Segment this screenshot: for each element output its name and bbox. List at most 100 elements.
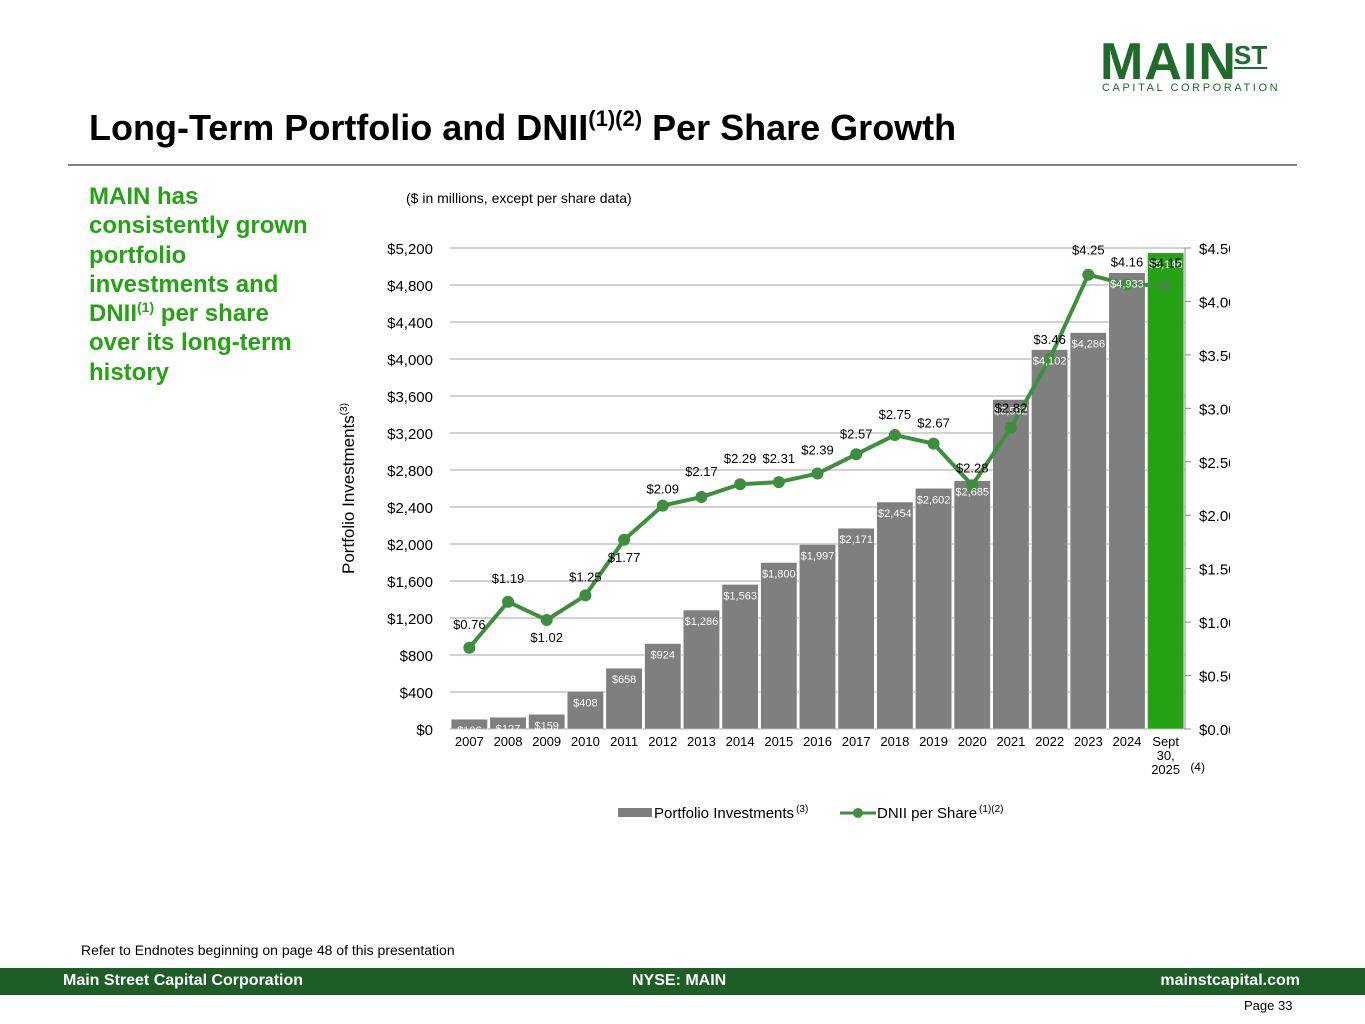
legend-label-dnii-per-share-text: DNII per Share [877, 805, 977, 822]
dnii-value-label: $1.25 [569, 569, 602, 584]
bar-2010 [566, 691, 604, 730]
y-left-tick-label: $0 [416, 722, 433, 739]
y-left-tick-label: $1,600 [387, 574, 433, 591]
dnii-point [1159, 279, 1172, 292]
y-left-tick-label: $4,800 [387, 278, 433, 295]
bar-value-label: $1,997 [801, 550, 835, 562]
legend-label-dnii-per-share-sup: (1)(2) [979, 804, 1003, 815]
footer-company: Main Street Capital Corporation [63, 972, 304, 989]
bar-2020 [953, 480, 991, 730]
x-tick-label: 2008 [494, 734, 523, 749]
dnii-value-label: $1.77 [608, 550, 641, 565]
y-right-tick-label: $0.00 [1199, 722, 1230, 739]
bar-2021 [992, 399, 1030, 730]
bar-value-label: $4,102 [1033, 356, 1067, 368]
title-divider [68, 164, 1297, 166]
x-tick-label: Sept [1152, 734, 1179, 749]
y-right-tick-label: $4.00 [1199, 294, 1230, 311]
footer-bar: Main Street Capital Corporation NYSE: MA… [0, 968, 1365, 995]
dnii-value-label: $1.02 [530, 630, 563, 645]
x-tick-label: 30, [1157, 748, 1175, 763]
x-tick-label: 2017 [842, 734, 871, 749]
slide-title-footnote-ref: (1)(2) [588, 106, 643, 131]
dnii-point [540, 613, 553, 626]
y-left-tick-label: $3,600 [387, 389, 433, 406]
chart-legend: Portfolio Investments (3) DNII per Share (1… [618, 804, 1004, 822]
x-tick-label: 2009 [532, 734, 561, 749]
dnii-point [850, 448, 863, 461]
dnii-value-label: $2.67 [917, 416, 950, 431]
bar-2024 [1108, 272, 1146, 730]
bar-value-label: $408 [573, 697, 597, 709]
dnii-point [772, 476, 785, 489]
dnii-point [579, 589, 592, 602]
dnii-point [656, 499, 669, 512]
bar-value-label: $2,685 [955, 487, 989, 499]
y-right-tick-label: $0.50 [1199, 669, 1230, 686]
bar-2011 [605, 667, 643, 730]
dnii-value-label: $2.17 [685, 464, 718, 479]
dnii-point [502, 595, 515, 608]
x-tick-label: 2022 [1035, 734, 1064, 749]
x-tick-label: 2015 [764, 734, 793, 749]
dnii-point [695, 491, 708, 504]
bar-value-label: $2,602 [917, 494, 951, 506]
bar-value-label: $2,171 [839, 534, 873, 546]
y-right-tick-label: $2.00 [1199, 508, 1230, 525]
bar-2007 [450, 718, 488, 730]
bar-value-label: $4,286 [1071, 339, 1105, 351]
x-tick-footnote-ref: (4) [1190, 760, 1205, 774]
dnii-value-label: $4.16 [1111, 254, 1144, 269]
y-right-tick-label: $1.50 [1199, 562, 1230, 579]
dnii-value-label: $2.57 [840, 426, 873, 441]
x-tick-label: 2013 [687, 734, 716, 749]
x-tick-label: 2024 [1113, 734, 1142, 749]
bar-2009 [528, 714, 566, 730]
bar-value-label: $4,933 [1110, 279, 1144, 291]
bar-value-label: $1,563 [723, 590, 757, 602]
y-right-tick-label: $3.00 [1199, 401, 1230, 418]
dnii-point [1004, 421, 1017, 434]
x-tick-label: 2012 [648, 734, 677, 749]
y-left-tick-label: $2,400 [387, 500, 433, 517]
bar-2018 [876, 501, 914, 730]
x-tick-label: 2018 [880, 734, 909, 749]
dnii-point [888, 429, 901, 442]
dnii-value-label: $2.29 [724, 451, 757, 466]
endnote-reference: Refer to Endnotes beginning on page 48 o… [81, 942, 455, 958]
dnii-point [927, 437, 940, 450]
y-left-tick-label: $3,200 [387, 426, 433, 443]
y-left-tick-label: $4,400 [387, 315, 433, 332]
bar-2015 [760, 562, 798, 730]
line-series-dnii-per-share [463, 268, 1172, 654]
x-tick-label: 2014 [726, 734, 755, 749]
dnii-value-label: $2.82 [995, 401, 1028, 416]
legend-label-portfolio-investments-sup: (3) [796, 804, 808, 815]
dnii-value-label: $2.31 [763, 451, 796, 466]
data-labels: $106 $127 $159 $408 $658 $924 $1,286 $1,563 $1,8… [453, 243, 1182, 737]
dnii-value-label: $0.76 [453, 617, 486, 632]
dnii-value-label: $4.25 [1072, 243, 1105, 258]
dnii-value-label: $2.75 [879, 407, 912, 422]
footer-website-link[interactable]: mainstcapital.com [1160, 972, 1300, 989]
x-tick-label: 2010 [571, 734, 600, 749]
bar-value-label: $159 [534, 720, 558, 732]
bar-2017 [837, 527, 875, 730]
bar-2008 [489, 717, 527, 730]
legend-swatch-portfolio-investments [618, 808, 652, 817]
bar-value-label: $106 [457, 725, 481, 737]
dnii-value-label: $3.46 [1033, 332, 1066, 347]
legend-swatch-dnii-point [853, 808, 863, 818]
y-left-axis-title-sup: (3) [339, 403, 350, 415]
dnii-value-label: $4.15 [1149, 255, 1182, 270]
axes: $0 $400 $800 $1,200 $1,600 $2,000 $2,400 $2,800… [339, 241, 1230, 777]
key-message-text-end: per share over its long-term history [89, 300, 292, 386]
legend-label-dnii-per-share: DNII per Share (1)(2) [877, 804, 1004, 822]
bar-value-label: $1,286 [685, 616, 719, 628]
y-left-tick-label: $1,200 [387, 611, 433, 628]
logo-st-text: ST [1234, 40, 1268, 70]
dnii-value-label: $1.19 [492, 571, 525, 586]
portfolio-dnii-chart: ($ in millions, except per share data) $… [339, 190, 1230, 822]
dnii-point [1043, 353, 1056, 366]
x-tick-label: 2025 [1151, 762, 1180, 777]
